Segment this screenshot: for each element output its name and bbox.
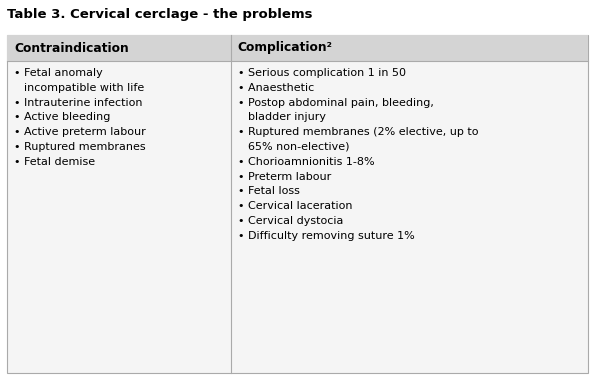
Text: bladder injury: bladder injury xyxy=(248,112,325,122)
Text: • Fetal loss: • Fetal loss xyxy=(237,186,299,197)
Text: • Cervical dystocia: • Cervical dystocia xyxy=(237,216,343,226)
Text: • Serious complication 1 in 50: • Serious complication 1 in 50 xyxy=(237,68,406,78)
Text: • Fetal demise: • Fetal demise xyxy=(14,157,95,167)
Text: • Ruptured membranes: • Ruptured membranes xyxy=(14,142,146,152)
Text: • Postop abdominal pain, bleeding,: • Postop abdominal pain, bleeding, xyxy=(237,98,434,108)
Text: • Active bleeding: • Active bleeding xyxy=(14,112,111,122)
Text: Table 3. Cervical cerclage - the problems: Table 3. Cervical cerclage - the problem… xyxy=(7,8,312,21)
Text: Complication²: Complication² xyxy=(237,42,333,54)
Text: • Active preterm labour: • Active preterm labour xyxy=(14,127,146,137)
Text: • Anaesthetic: • Anaesthetic xyxy=(237,83,314,93)
Text: incompatible with life: incompatible with life xyxy=(24,83,144,93)
Text: • Preterm labour: • Preterm labour xyxy=(237,172,331,181)
Bar xyxy=(7,35,588,373)
Text: • Difficulty removing suture 1%: • Difficulty removing suture 1% xyxy=(237,231,415,241)
Text: • Fetal anomaly: • Fetal anomaly xyxy=(14,68,103,78)
Text: • Ruptured membranes (2% elective, up to: • Ruptured membranes (2% elective, up to xyxy=(237,127,478,137)
Bar xyxy=(7,35,588,61)
Text: Contraindication: Contraindication xyxy=(14,42,129,54)
Text: • Intrauterine infection: • Intrauterine infection xyxy=(14,98,142,108)
Text: 65% non-elective): 65% non-elective) xyxy=(248,142,349,152)
Text: • Cervical laceration: • Cervical laceration xyxy=(237,201,352,211)
Text: • Chorioamnionitis 1-8%: • Chorioamnionitis 1-8% xyxy=(237,157,374,167)
